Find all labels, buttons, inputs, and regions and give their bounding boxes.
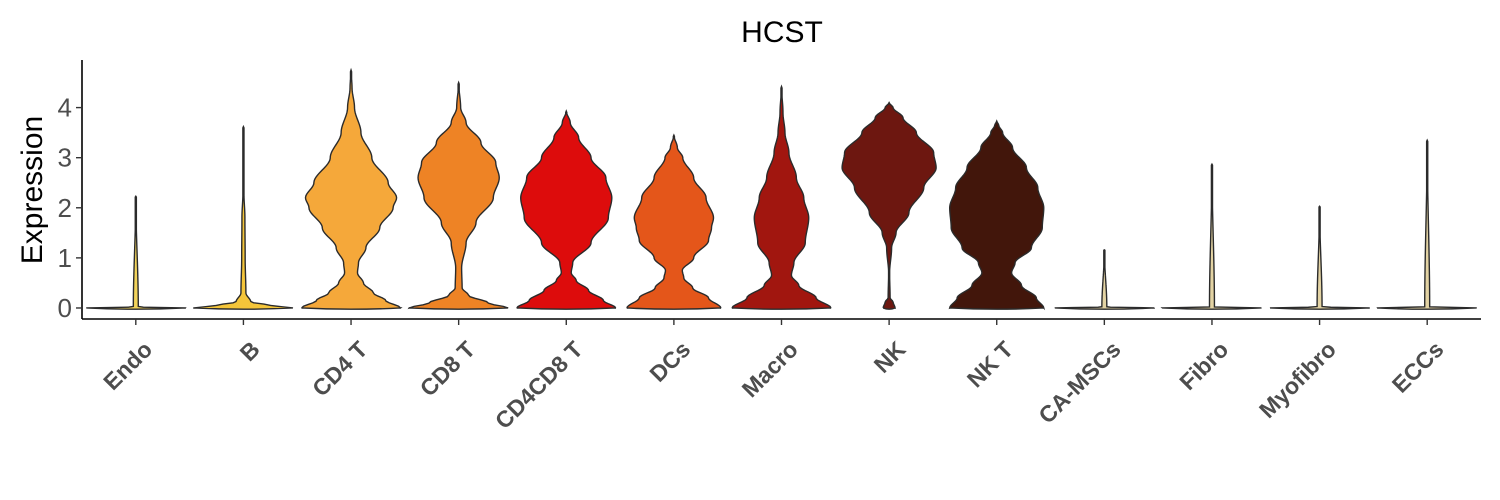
x-tick-label-eccs: ECCs: [1387, 336, 1449, 398]
y-axis-label: Expression: [16, 116, 49, 264]
violin-myofibro: [1269, 205, 1370, 310]
x-tick-label-endo: Endo: [98, 336, 157, 395]
violin-cd4cd8-t: [516, 109, 617, 310]
y-tick-label: 3: [58, 143, 72, 173]
violin-eccs: [1376, 138, 1478, 310]
violins-layer: [86, 67, 1478, 310]
violin-macro: [731, 84, 832, 310]
x-tick-label-cd4-t: CD4 T: [307, 336, 372, 401]
y-tick-label: 0: [58, 293, 72, 323]
violin-endo: [86, 195, 188, 310]
violin-ca-mscs: [1054, 248, 1155, 310]
violin-cd8-t: [408, 80, 509, 310]
x-tick-label-b: B: [235, 336, 265, 366]
x-tick-label-fibro: Fibro: [1174, 336, 1233, 395]
x-tick-label-myofibro: Myofibro: [1254, 336, 1341, 423]
y-tick-label: 1: [58, 243, 72, 273]
y-ticks: 0 1 2 3 4: [58, 93, 82, 323]
x-tick-label-cd4cd8-t: CD4CD8 T: [490, 336, 588, 434]
x-tick-label-ca-mscs: CA-MSCs: [1033, 336, 1125, 428]
violin-cd4-t: [301, 67, 402, 310]
x-tick-label-dcs: DCs: [644, 336, 695, 387]
x-tick-label-macro: Macro: [737, 336, 803, 402]
x-tick-label-nk-t: NK T: [962, 336, 1018, 392]
violin-nk-t: [948, 119, 1045, 310]
violin-fibro: [1161, 162, 1263, 310]
violin-nk: [841, 101, 937, 310]
chart-title: HCST: [741, 16, 823, 49]
x-ticks: Endo B CD4 T CD8 T CD4CD8 T DCs Macro NK NK T CA-…: [98, 319, 1449, 434]
x-tick-label-cd8-t: CD8 T: [415, 336, 480, 401]
y-tick-label: 4: [58, 93, 72, 123]
violin-b: [193, 124, 294, 310]
violin-dcs: [626, 133, 722, 310]
x-tick-label-nk: NK: [869, 336, 911, 378]
y-tick-label: 2: [58, 193, 72, 223]
